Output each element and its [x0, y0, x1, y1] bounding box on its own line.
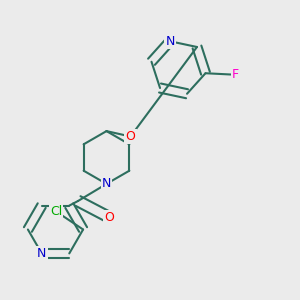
Text: N: N	[165, 35, 175, 48]
Text: N: N	[102, 177, 111, 190]
Text: N: N	[37, 247, 46, 260]
Text: F: F	[232, 68, 239, 81]
Text: O: O	[126, 130, 135, 143]
Text: Cl: Cl	[50, 205, 62, 218]
Text: O: O	[105, 211, 114, 224]
